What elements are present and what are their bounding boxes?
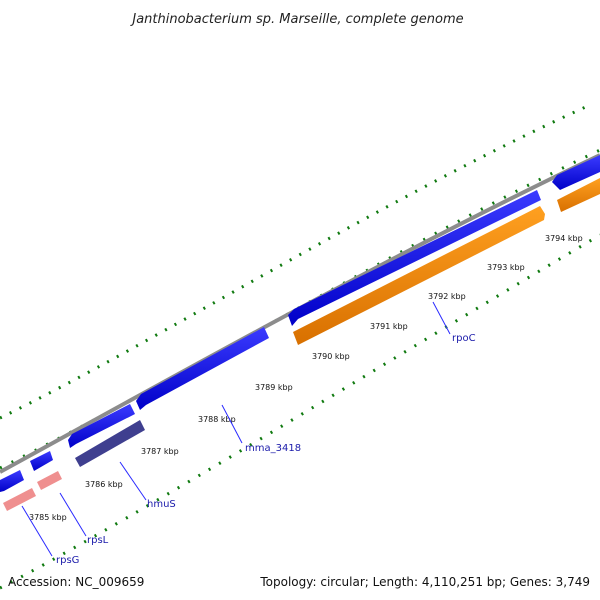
gene-label-mma-3418[interactable]: mma_3418 xyxy=(245,443,301,454)
scale-labels: 3785 kbp 3786 kbp 3787 kbp 3788 kbp 3789… xyxy=(29,234,583,522)
gene-feature[interactable] xyxy=(68,404,135,448)
gene-label-rpoC[interactable]: rpoC xyxy=(452,333,476,344)
gene-feature[interactable] xyxy=(0,470,24,492)
tick-label: 3794 kbp xyxy=(545,234,583,243)
reverse-strand-genes[interactable] xyxy=(3,178,600,511)
tick-label: 3792 kbp xyxy=(428,292,466,301)
tick-label: 3790 kbp xyxy=(312,352,350,361)
gene-feature[interactable] xyxy=(30,451,53,471)
tick-label: 3787 kbp xyxy=(141,447,179,456)
tick-label: 3785 kbp xyxy=(29,513,67,522)
gene-label-rpsL[interactable]: rpsL xyxy=(87,535,109,546)
gene-feature[interactable] xyxy=(557,178,600,212)
backbone-arc xyxy=(0,153,600,474)
gene-rpsG[interactable] xyxy=(3,488,36,511)
tick-label: 3791 kbp xyxy=(370,322,408,331)
gc-outer-ticks xyxy=(0,103,591,420)
accession-text: Accession: NC_009659 xyxy=(8,575,144,589)
gene-feature[interactable] xyxy=(136,327,269,410)
map-title: Janthinobacterium sp. Marseille, complet… xyxy=(129,12,463,27)
tick-label: 3793 kbp xyxy=(487,263,525,272)
tick-label: 3788 kbp xyxy=(198,415,236,424)
topology-text: Topology: circular; Length: 4,110,251 bp… xyxy=(259,575,590,589)
gene-labels: rpsG rpsL hmuS mma_3418 rpoC xyxy=(56,333,476,566)
gene-hmuS[interactable] xyxy=(75,420,145,467)
gene-feature[interactable] xyxy=(552,155,600,190)
gene-rpoC[interactable] xyxy=(293,206,545,345)
gene-label-lines xyxy=(21,301,451,557)
gene-label-rpsG[interactable]: rpsG xyxy=(56,555,79,566)
tick-label: 3786 kbp xyxy=(85,480,123,489)
gene-label-hmuS[interactable]: hmuS xyxy=(147,499,176,510)
gene-rpsL[interactable] xyxy=(37,471,62,490)
gene-feature[interactable] xyxy=(288,190,541,326)
forward-strand-genes[interactable] xyxy=(0,155,600,492)
tick-label: 3789 kbp xyxy=(255,383,293,392)
